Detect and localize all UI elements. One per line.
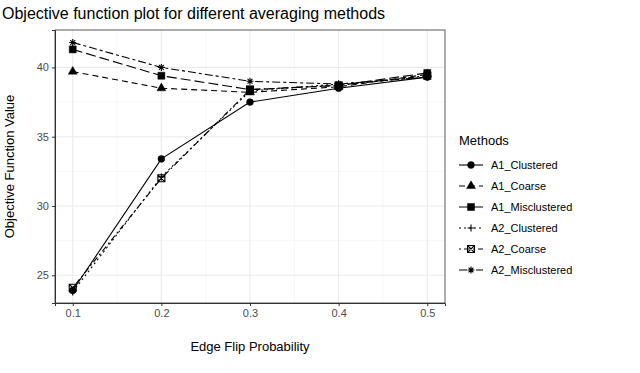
tick: 0.5 [420, 303, 435, 319]
tick-mark [52, 137, 55, 138]
minor-grid-line [382, 30, 383, 303]
tick: 0.4 [331, 303, 346, 319]
series-line [73, 76, 428, 288]
tick: 0.1 [66, 303, 81, 319]
tick-mark [339, 303, 340, 306]
point-marker [69, 39, 76, 46]
minor-grid-line [117, 30, 118, 303]
tick-mark [427, 303, 428, 306]
tick: 0.2 [154, 303, 169, 319]
legend-title: Methods [459, 133, 509, 148]
point-marker [69, 284, 76, 291]
grid-line [55, 205, 445, 206]
legend: Methods A1_Clustered A1_Coarse A1_Miscluste… [459, 133, 572, 276]
legend-marker [467, 181, 476, 189]
tick-label: 25 [37, 269, 49, 281]
x-axis-title: Edge Flip Probability [190, 339, 310, 354]
legend-label: A1_Coarse [491, 180, 546, 192]
tick: 0.3 [243, 303, 258, 319]
point-marker [158, 175, 165, 182]
legend-marker [468, 204, 475, 211]
series-line [73, 42, 428, 84]
grid-line [338, 30, 339, 303]
series-line [73, 77, 428, 292]
tick: 25 [37, 269, 55, 281]
x-axis: 0.1 0.2 0.3 0.4 0.5 [56, 303, 446, 319]
grid-line [55, 275, 445, 276]
legend-label: A1_Clustered [491, 159, 558, 171]
point-marker [424, 74, 431, 81]
legend-marker [468, 162, 475, 169]
legend-marker [468, 225, 475, 232]
tick-mark [52, 67, 55, 68]
grid-line [249, 30, 250, 303]
point-marker [158, 64, 165, 71]
tick-mark [52, 275, 55, 276]
y-axis-title: Objective Function Value [2, 95, 17, 239]
point-marker [247, 78, 254, 85]
point-marker [335, 81, 342, 88]
tick: 40 [37, 61, 55, 73]
point-marker [68, 66, 77, 74]
tick-mark [250, 303, 251, 306]
panel-border [55, 30, 445, 303]
series-line [73, 72, 428, 93]
axis-line [56, 304, 446, 307]
tick-mark [52, 206, 55, 207]
legend-label: A1_Misclustered [491, 201, 572, 213]
series-line [73, 49, 428, 89]
grid [55, 30, 445, 303]
tick-label: 30 [37, 200, 49, 212]
legend-marker [468, 267, 475, 274]
tick-label: 40 [37, 61, 49, 73]
tick-label: 0.5 [420, 307, 435, 319]
tick-label: 0.1 [66, 307, 81, 319]
point-marker [158, 72, 165, 79]
legend-label: A2_Misclustered [491, 264, 572, 276]
tick: 30 [37, 200, 55, 212]
legend-label: A2_Coarse [491, 243, 546, 255]
panel [55, 30, 445, 303]
chart: 0.1 0.2 0.3 0.4 0.5 25 30 35 40 Objective functio… [0, 0, 640, 373]
point-marker [247, 99, 254, 106]
y-axis: 25 30 35 40 [37, 31, 56, 304]
point-marker [69, 46, 76, 53]
grid-line [161, 30, 162, 303]
grid-line [55, 67, 445, 68]
tick-label: 35 [37, 131, 49, 143]
tick-label: 0.4 [331, 307, 346, 319]
series-line [73, 77, 428, 290]
tick: 35 [37, 131, 55, 143]
tick-mark [161, 303, 162, 306]
tick-label: 0.3 [243, 307, 258, 319]
legend-label: A2_Clustered [491, 222, 558, 234]
minor-grid-line [294, 30, 295, 303]
grid-line [55, 136, 445, 137]
marks [68, 39, 431, 295]
point-marker [424, 74, 431, 81]
tick-label: 0.2 [154, 307, 169, 319]
legend-marker [468, 246, 475, 253]
point-marker [247, 86, 254, 93]
point-marker [158, 155, 165, 162]
minor-grid-line [205, 30, 206, 303]
title: Objective function plot for different av… [2, 5, 385, 22]
point-marker [157, 83, 166, 91]
tick-mark [73, 303, 74, 306]
